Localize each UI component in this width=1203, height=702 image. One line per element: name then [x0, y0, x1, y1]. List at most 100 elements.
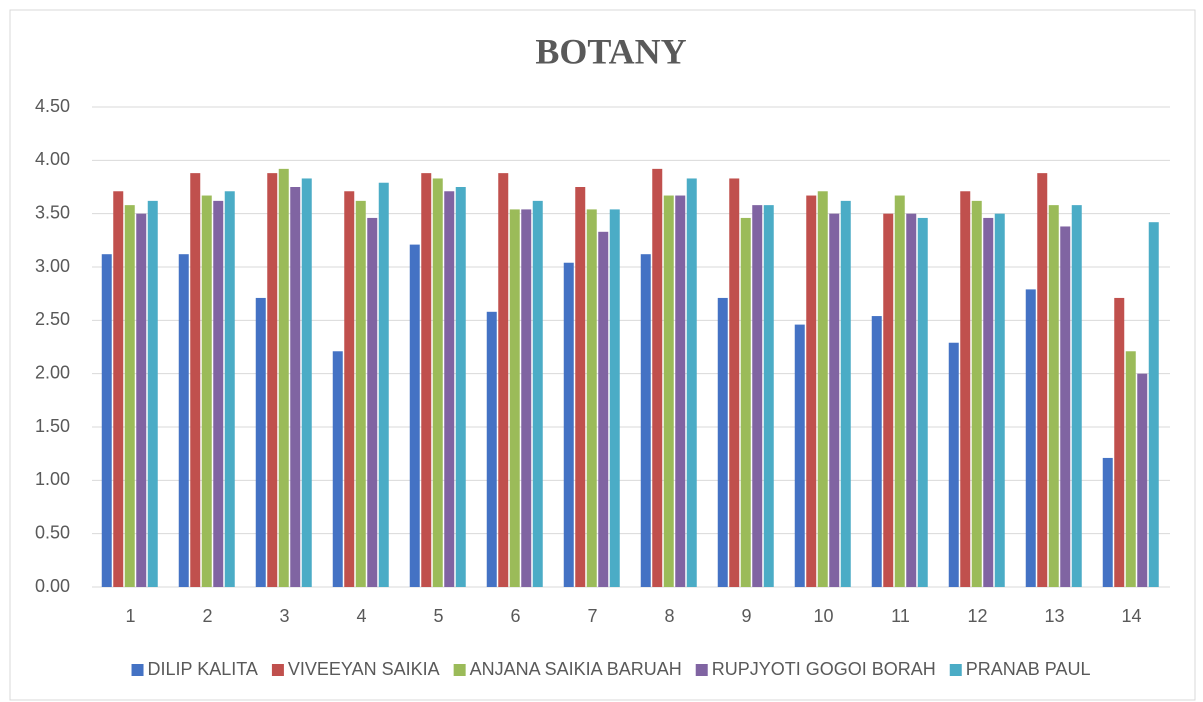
x-tick-label: 11 — [891, 606, 910, 626]
x-tick-label: 10 — [813, 606, 833, 626]
bar — [267, 173, 278, 587]
y-tick-label: 4.00 — [35, 149, 70, 169]
bar — [509, 209, 520, 587]
chart-title: BOTANY — [535, 31, 686, 71]
bar — [1071, 205, 1082, 587]
y-tick-label: 0.50 — [35, 522, 70, 542]
x-tick-label: 6 — [510, 606, 520, 626]
x-tick-label: 2 — [202, 606, 212, 626]
legend-swatch — [453, 664, 466, 676]
bar — [652, 168, 663, 587]
y-tick-label: 2.50 — [35, 309, 70, 329]
x-tick-label: 9 — [741, 606, 751, 626]
bar — [498, 173, 509, 587]
legend-label: PRANAB PAUL — [966, 659, 1091, 679]
bar — [255, 297, 266, 587]
bar — [421, 173, 432, 587]
bar — [806, 195, 817, 588]
bar — [1148, 222, 1159, 587]
bar — [609, 209, 620, 587]
y-tick-label: 2.00 — [35, 362, 70, 382]
bar — [290, 187, 301, 587]
legend-swatch — [131, 664, 144, 676]
x-tick-label: 14 — [1121, 606, 1141, 626]
bar — [994, 213, 1005, 587]
bar — [1137, 373, 1148, 587]
bar — [1037, 173, 1048, 587]
bar — [575, 187, 586, 587]
bar — [278, 168, 289, 587]
y-tick-label: 3.50 — [35, 202, 70, 222]
bar — [113, 191, 124, 587]
legend-swatch — [695, 664, 708, 676]
bar — [486, 311, 497, 587]
bar — [1125, 351, 1136, 587]
bar — [344, 191, 355, 587]
y-tick-label: 4.50 — [35, 96, 70, 116]
bar — [136, 213, 147, 587]
x-tick-label: 12 — [967, 606, 987, 626]
bar — [378, 182, 389, 587]
bar — [686, 178, 697, 587]
legend-label: VIVEEYAN SAIKIA — [288, 659, 440, 679]
bar — [101, 254, 112, 587]
bar — [906, 213, 917, 587]
bar — [444, 191, 455, 587]
x-tick-label: 7 — [587, 606, 597, 626]
bar — [817, 191, 828, 587]
bar — [201, 195, 212, 588]
bar — [178, 254, 189, 587]
bar — [409, 244, 420, 587]
bar — [763, 205, 774, 587]
x-tick-label: 3 — [279, 606, 289, 626]
bar — [948, 342, 959, 587]
bar — [960, 191, 971, 587]
bar — [432, 178, 443, 587]
bar — [829, 213, 840, 587]
bar — [740, 217, 751, 587]
bar — [355, 200, 366, 587]
bar — [1025, 289, 1036, 587]
bar — [1102, 457, 1113, 587]
bar — [871, 316, 882, 587]
bar — [729, 178, 740, 587]
bar — [663, 195, 674, 588]
bar — [675, 195, 686, 588]
bar — [532, 200, 543, 587]
bar — [794, 324, 805, 587]
bar — [455, 187, 466, 587]
bar — [213, 200, 224, 587]
bar — [717, 297, 728, 587]
legend-label: DILIP KALITA — [148, 659, 258, 679]
y-tick-label: 1.00 — [35, 469, 70, 489]
legend-swatch — [271, 664, 284, 676]
bar — [917, 217, 928, 587]
y-tick-label: 1.50 — [35, 416, 70, 436]
y-tick-label: 0.00 — [35, 576, 70, 596]
x-tick-label: 1 — [125, 606, 135, 626]
bar — [1048, 205, 1059, 587]
bar — [971, 200, 982, 587]
legend-label: RUPJYOTI GOGOI BORAH — [712, 659, 936, 679]
bar — [190, 173, 201, 587]
bar — [1060, 226, 1071, 587]
bar — [840, 200, 851, 587]
x-tick-label: 4 — [356, 606, 366, 626]
bar — [586, 209, 597, 587]
y-tick-label: 3.00 — [35, 256, 70, 276]
bar — [894, 195, 905, 588]
bar — [1114, 297, 1125, 587]
bar — [147, 200, 158, 587]
legend-swatch — [949, 664, 962, 676]
bar — [563, 262, 574, 587]
bar — [301, 178, 312, 587]
bar — [752, 205, 763, 587]
bar — [224, 191, 235, 587]
x-tick-label: 8 — [664, 606, 674, 626]
legend-label: ANJANA SAIKIA BARUAH — [470, 659, 682, 679]
bar — [521, 209, 532, 587]
bar — [598, 231, 609, 588]
bar — [332, 351, 343, 587]
x-tick-label: 13 — [1044, 606, 1064, 626]
